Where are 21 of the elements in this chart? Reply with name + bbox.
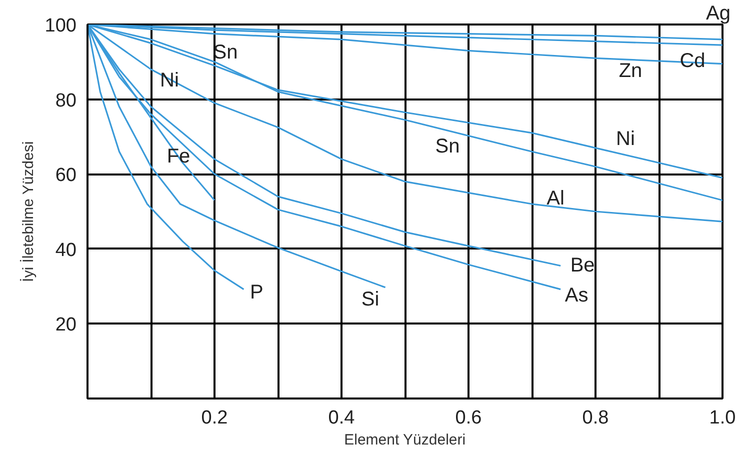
y-tick-label: 60 <box>55 165 77 186</box>
series-label: Ni <box>616 128 635 150</box>
series-label: As <box>564 284 588 306</box>
x-tick-label: 0.8 <box>582 408 609 428</box>
y-tick-label: 80 <box>55 90 77 112</box>
series-label: Al <box>546 188 564 210</box>
y-axis-title: İyi İletebilme Yüzdesi <box>18 141 37 282</box>
x-tick-label: 0.4 <box>328 408 356 428</box>
series-label: Be <box>570 254 595 277</box>
series-label: Sn <box>435 135 460 158</box>
y-tick-label: 40 <box>55 240 77 261</box>
y-tick-label: 100 <box>44 16 76 36</box>
series-label: Zn <box>618 60 642 82</box>
series-label: Si <box>361 288 380 310</box>
x-tick-label: 0.6 <box>455 408 482 428</box>
x-tick-label: 1.0 <box>709 408 736 428</box>
series-label: Ag <box>706 2 731 24</box>
y-tick-label: 20 <box>55 314 77 336</box>
x-tick-label: 0.2 <box>201 408 228 428</box>
x-axis-title: Element Yüzdeleri <box>344 432 466 448</box>
series-label: P <box>250 281 264 304</box>
